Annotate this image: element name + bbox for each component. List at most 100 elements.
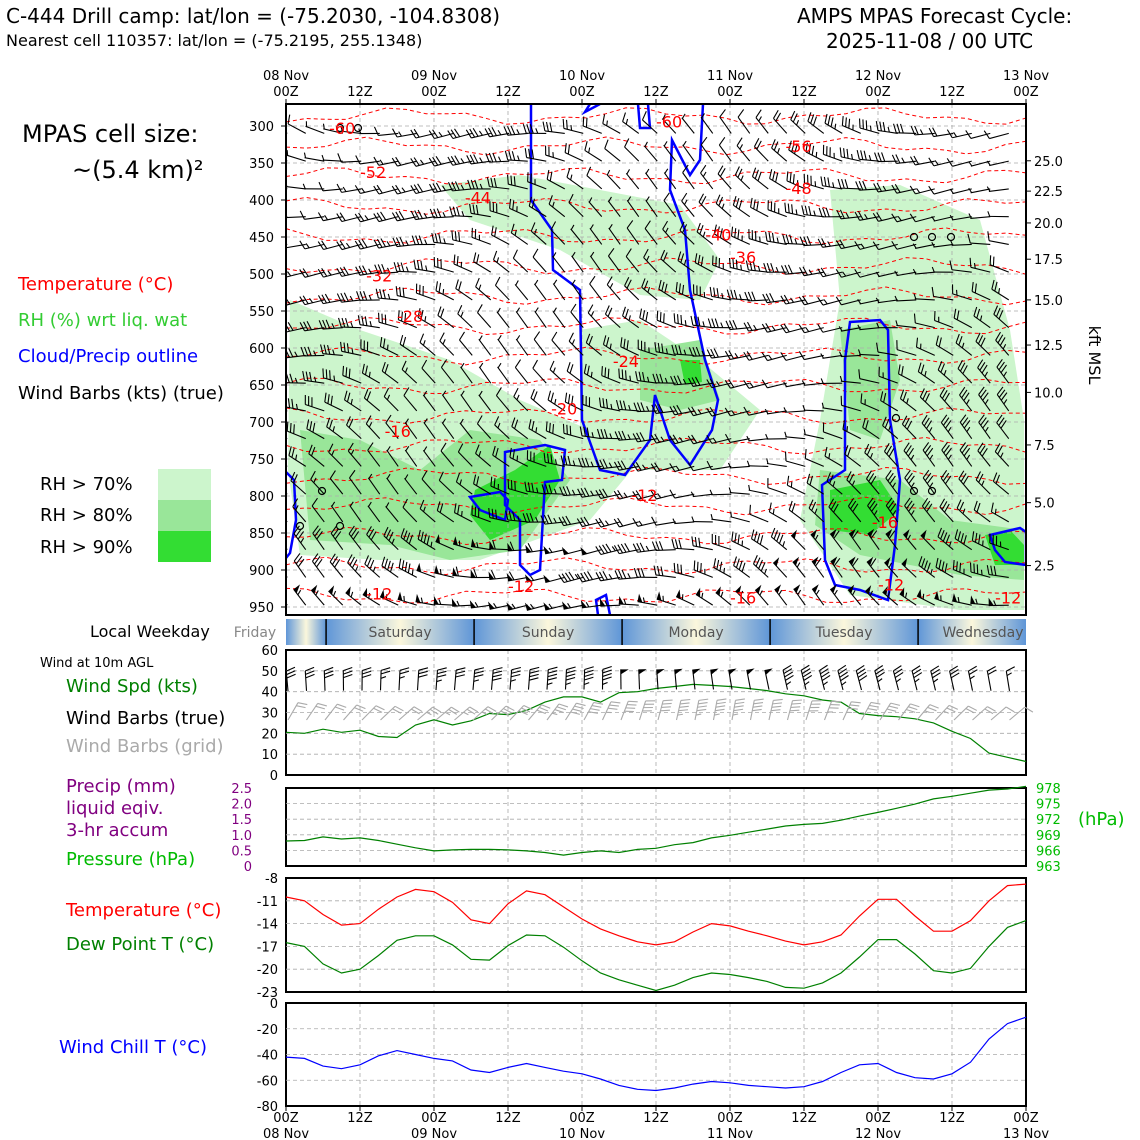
y-tick-label: -40 [257,1049,278,1064]
bottom-hour-label: 00Z [865,1111,891,1126]
rh90-region-2 [830,480,900,535]
wind-barb [475,444,492,467]
wind-barb-true [746,668,755,690]
wind-barb [361,363,381,384]
wind-barb [751,167,769,190]
wind-barb [525,543,547,554]
wind-barb [614,569,639,580]
wind-barb [543,602,565,611]
y-tick-label: 10 [261,748,278,763]
wind-barb [588,197,603,218]
wind-barb [885,470,899,495]
wind-barb [901,557,917,578]
top-hour-label: 12Z [347,85,373,100]
wind-barb [466,154,491,165]
wind-barb [524,602,547,611]
wind-barb [670,375,695,386]
legend-cloud: Cloud/Precip outline [18,346,199,367]
wind-barb [713,224,732,245]
wind-barb [439,332,455,356]
wind-barb [895,320,917,329]
wind-barb [598,397,621,412]
wind-barb-true [710,668,719,690]
wind-barb [404,474,418,495]
wind-barb-true [435,667,447,691]
calm-circle [927,486,937,496]
wind-barb [946,158,972,167]
wind-barb [967,233,991,245]
wind-barb [515,335,529,356]
wind-barb [293,525,307,550]
wind-barb [810,529,825,551]
wind-barb [589,251,603,273]
wind-barb [761,379,787,389]
wind-barb [381,556,399,578]
wind-barb [706,348,732,359]
wind-barb [398,558,418,578]
wind-barb [695,587,714,606]
wind-barb [322,368,343,384]
wind-barb-grid [1009,706,1034,721]
wind-barb [727,462,750,469]
pressure-tick-label: 972 [1036,813,1061,828]
wind-barb [318,181,343,192]
wind-barb [338,317,362,329]
weekday-label: Sunday [522,625,574,641]
wind-barb [860,393,880,412]
wind-barb [478,362,492,384]
wind-barb [417,308,436,329]
wind-barb [632,542,658,553]
weekday-band-segment [622,619,771,645]
wind-barb [707,318,732,329]
wind-barb [749,504,769,523]
wind-barb [986,565,1009,578]
wind-barb [431,232,454,245]
weekday-band-segment [918,619,1026,645]
wind-barb [959,414,973,439]
wind-barb [490,476,510,495]
wind-barb-grid [768,698,783,721]
weekday-label: Monday [668,625,723,641]
wind-barb [715,194,732,218]
top-date-label: 09 Nov [411,69,457,84]
wind-barb-true [874,665,885,691]
legend-wind-true: Wind Barbs (true) [66,708,226,729]
wind-barb [639,308,658,329]
wind-barb [527,172,547,190]
wind-barb [773,109,788,134]
bottom-hour-label: 00Z [569,1111,595,1126]
wind-barb [748,229,769,245]
kft-tick-label: 5.0 [1034,497,1055,512]
wind-barb [459,418,473,439]
wind-barb [373,126,399,137]
wind-barb [562,423,584,440]
wind-barb [862,418,880,440]
wind-barb [928,127,954,138]
wind-barb [937,361,954,384]
wind-barb [734,166,751,190]
wind-barb-true [304,666,315,691]
wind-barb [608,247,621,273]
wind-barb [602,114,621,134]
weekday-band-segment [326,619,475,645]
wind-barb [570,303,584,328]
wind-barb [733,556,751,578]
wind-barb [808,499,825,523]
wind-barb [750,197,769,218]
wind-barb [383,526,399,551]
kft-tick-label: 25.0 [1034,155,1063,170]
wind-barb [783,381,806,388]
wind-barb [988,597,1009,607]
wind-barb [820,176,843,190]
wind-barb [302,370,325,384]
wind-barb [977,359,991,384]
wind-barb [286,327,288,329]
wind-barb [913,313,935,329]
wind-barb [829,528,843,550]
wind-barb [746,460,769,467]
wind-barb [669,489,695,499]
temperature-label: -52 [360,163,386,182]
wind-barb [752,555,769,578]
wind-barb [662,220,677,245]
wind-barb-true [674,668,683,690]
